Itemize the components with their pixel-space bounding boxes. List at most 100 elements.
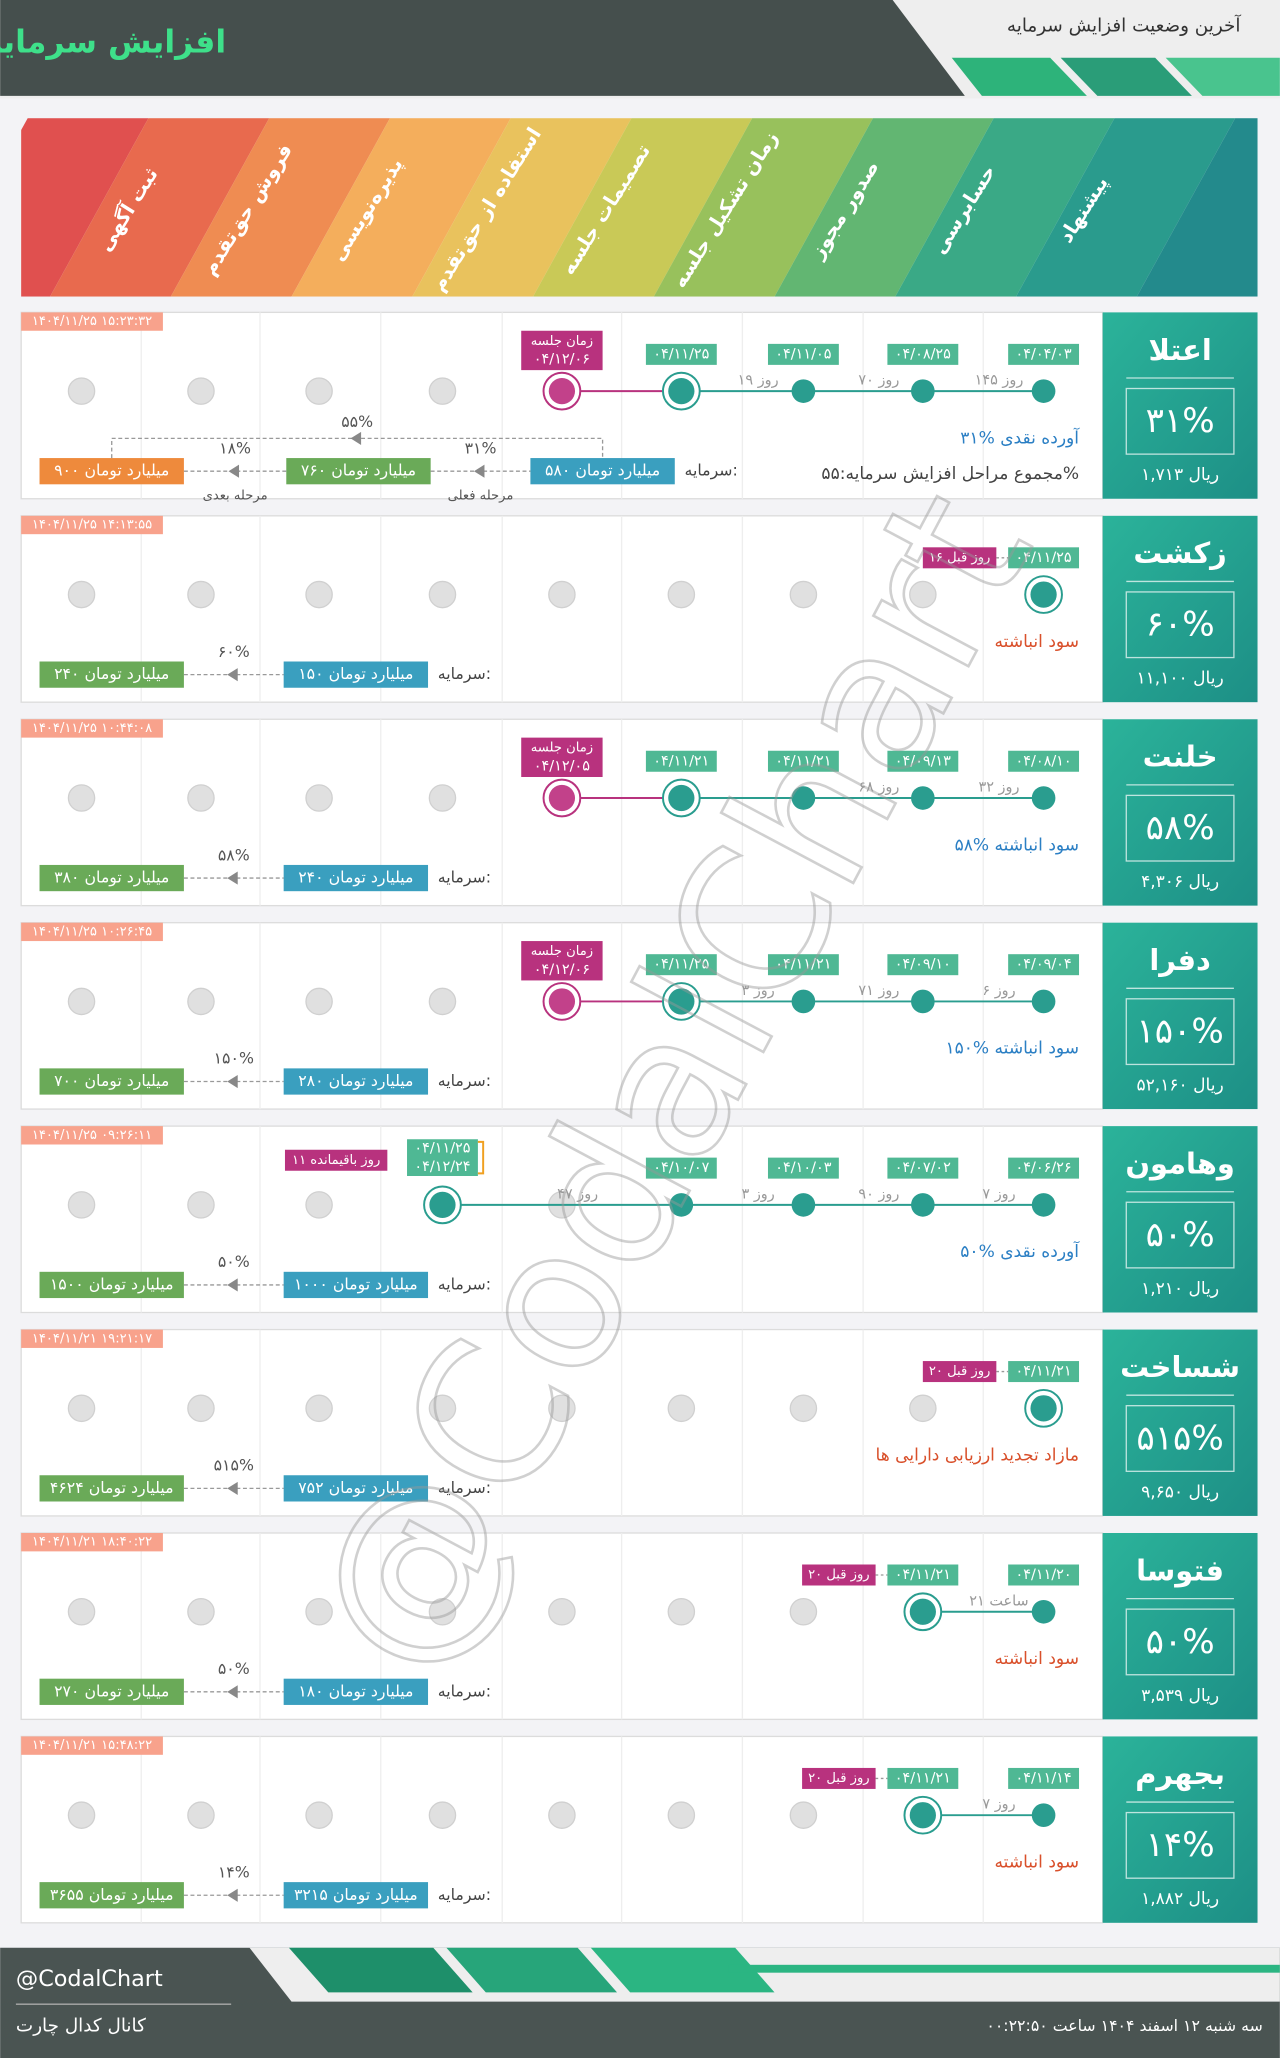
- capital-box: [39, 1475, 184, 1502]
- pending-node: [428, 580, 457, 609]
- stripe: [590, 1947, 775, 1993]
- company-name: فتوسا: [1136, 1553, 1224, 1587]
- total-percent: ۵۵%: [341, 412, 373, 431]
- badge-box: [284, 1149, 388, 1171]
- step-caption: مرحله فعلی: [448, 489, 514, 504]
- page-title: افزایش سرمایه: [0, 24, 226, 60]
- company-panel: [1102, 1126, 1258, 1313]
- capital-label: سرمایه:: [438, 1478, 491, 1498]
- step-percent: ۵۰%: [218, 1659, 250, 1678]
- event-date: ۰۴/۰۹/۱۰: [895, 957, 951, 973]
- company-panel: [1102, 719, 1258, 906]
- event-date: ۰۴/۱۱/۲۱: [775, 957, 831, 973]
- company-panel: [1102, 515, 1258, 703]
- pending-node: [428, 987, 457, 1016]
- event-date: ۰۴/۱۰/۰۳: [775, 1160, 831, 1176]
- pending-node: [789, 580, 818, 609]
- percent: ۳۱%: [1146, 401, 1215, 441]
- date-box: [1008, 1361, 1080, 1383]
- gap-label: ۷ روز: [982, 1797, 1015, 1813]
- percent: ۵۱۵%: [1136, 1418, 1223, 1458]
- company-panel: [1102, 1533, 1258, 1720]
- step-percent: ۶۰%: [218, 642, 250, 661]
- stage-stripe: [1136, 118, 1258, 297]
- event-date: ۰۴/۰۹/۱۳: [895, 753, 951, 769]
- timestamp: ۱۴۰۴/۱۱/۲۵ ۱۰:۴۴:۰۸: [32, 721, 152, 736]
- pending-node: [428, 784, 457, 812]
- page-subtitle: آخرین وضعیت افزایش سرمایه: [1007, 13, 1241, 36]
- done-node: [1031, 1599, 1056, 1624]
- done-node: [911, 786, 935, 810]
- date-box: [887, 343, 959, 365]
- gap-label: ۱۴۵ روز: [975, 373, 1024, 389]
- timestamp-box: [21, 1533, 163, 1552]
- price: ۵۲,۱۶۰ ریال: [1137, 1075, 1224, 1095]
- stage-stripe: [291, 118, 511, 297]
- company-name: بجهرم: [1135, 1757, 1225, 1791]
- event-date: ۰۴/۰۸/۲۵: [895, 346, 951, 362]
- percent: ۶۰%: [1146, 605, 1215, 645]
- event-date: ۰۴/۱۱/۲۵: [1015, 550, 1071, 566]
- pending-node: [187, 580, 215, 609]
- badge: ۱۱ روز باقیمانده: [292, 1153, 380, 1168]
- gap-label: ۱۹ روز: [738, 373, 779, 389]
- stage-stripe: [50, 118, 270, 297]
- price: ۱,۷۱۳ ریال: [1141, 465, 1219, 485]
- step-percent: ۱۵۰%: [214, 1049, 254, 1068]
- done-node: [791, 379, 816, 403]
- arrow-head: [473, 464, 485, 478]
- percent: ۵۰%: [1146, 1215, 1215, 1255]
- pending-node: [305, 1597, 333, 1626]
- pending-node: [67, 1597, 96, 1626]
- capital: ۳۸۰ میلیارد تومان: [54, 868, 169, 888]
- pending-node: [428, 1597, 457, 1626]
- pending-node: [789, 1801, 818, 1829]
- done-node: [911, 379, 935, 403]
- done-node: [791, 989, 816, 1014]
- note: سود انباشته: [995, 632, 1079, 652]
- company-name: دفرا: [1149, 943, 1211, 977]
- date-box: [1008, 1767, 1080, 1789]
- pending-node: [667, 1597, 696, 1626]
- percent-box: [1125, 794, 1235, 862]
- badge: ۲۰ روز قبل: [808, 1771, 870, 1786]
- capital: ۴۶۲۴ میلیارد تومان: [50, 1478, 174, 1498]
- date-box: [645, 750, 717, 772]
- step-percent: ۵۸%: [218, 845, 250, 864]
- pending-node: [187, 1801, 215, 1829]
- step-percent: ۳۱%: [465, 438, 497, 457]
- timestamp-box: [21, 1329, 163, 1348]
- note: سود انباشته: [995, 1852, 1079, 1872]
- pending-node: [67, 580, 96, 609]
- timestamp: ۱۴۰۴/۱۱/۲۱ ۱۹:۲۱:۱۷: [32, 1331, 152, 1346]
- percent: ۵۸%: [1146, 808, 1215, 848]
- timestamp: ۱۴۰۴/۱۱/۲۱ ۱۵:۴۸:۲۲: [32, 1738, 152, 1753]
- pending-node: [187, 987, 215, 1016]
- capital-label: سرمایه:: [438, 1681, 491, 1701]
- pending-node: [67, 377, 96, 405]
- company-name: شساخت: [1120, 1350, 1240, 1384]
- gap-label: ۴۷ روز: [557, 1186, 598, 1202]
- meeting-box: [521, 737, 603, 777]
- current-node: [909, 1802, 936, 1829]
- done-node: [791, 786, 816, 810]
- pending-node: [428, 1801, 457, 1829]
- note: ۵۰% آورده نقدی: [960, 1240, 1080, 1262]
- capital: ۲۴۰ میلیارد تومان: [298, 868, 413, 888]
- capital-label: سرمایه:: [438, 1274, 491, 1294]
- note: ۵۸% سود انباشته: [955, 835, 1079, 855]
- step-percent: ۵۱۵%: [214, 1456, 254, 1475]
- footer-date: سه شنبه ۱۲ اسفند ۱۴۰۴ ساعت ۰۰:۲۲:۵۰: [986, 2016, 1262, 2035]
- capital-box: [39, 1068, 184, 1095]
- stripe: [1060, 57, 1192, 96]
- capital: ۵۸۰ میلیارد تومان: [545, 461, 660, 481]
- percent-box: [1125, 1201, 1235, 1269]
- capital-box: [283, 864, 429, 892]
- current-node: [668, 784, 695, 812]
- event-date: ۰۴/۱۱/۲۱: [895, 1770, 951, 1786]
- capital-box: [283, 1068, 429, 1095]
- capital: ۱۰۰۰ میلیارد تومان: [294, 1274, 418, 1294]
- date-box: [887, 1157, 959, 1179]
- date-box: [407, 1139, 478, 1176]
- percent-box: [1125, 998, 1235, 1066]
